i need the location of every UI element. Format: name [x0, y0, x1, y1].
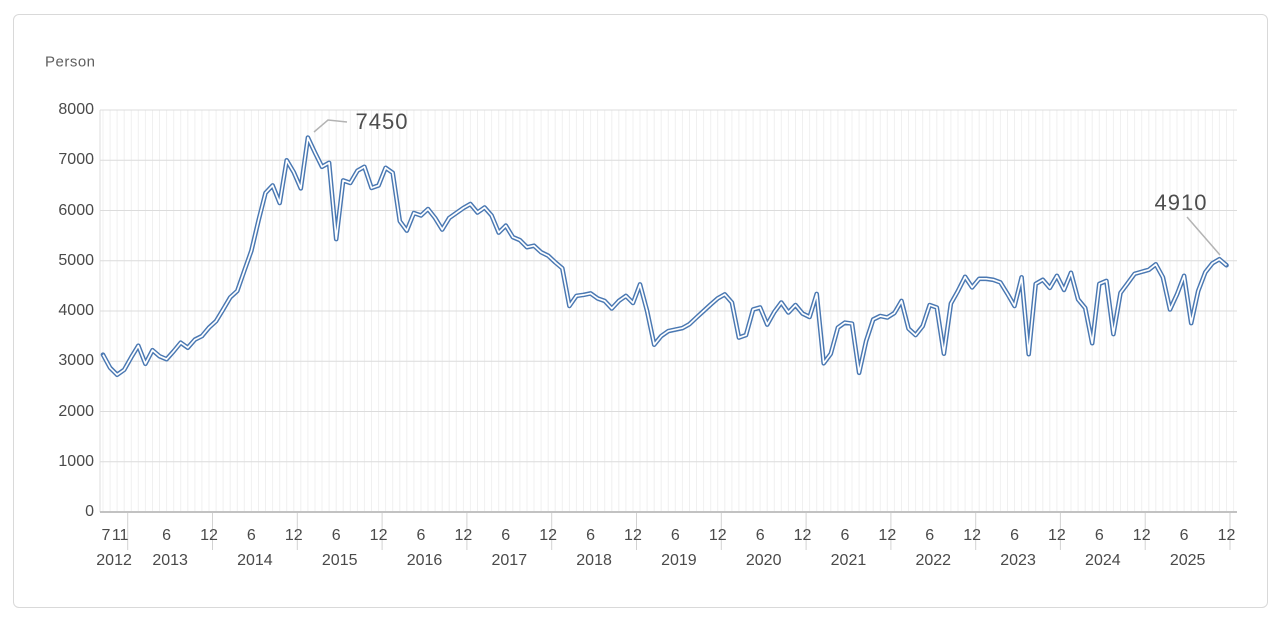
- x-year-label: 2020: [745, 552, 782, 569]
- x-year-label: 2016: [406, 552, 443, 569]
- y-tick-label: 2000: [58, 402, 94, 420]
- x-tick-label: 6: [1010, 527, 1019, 544]
- x-tick-label: 12: [1048, 527, 1066, 544]
- x-tick-label: 6: [1179, 527, 1189, 544]
- x-tick-label: 6: [925, 527, 935, 544]
- x-tick-label: 12: [539, 527, 558, 544]
- x-year-label: 2023: [1000, 552, 1036, 569]
- x-tick-label: 6: [840, 527, 850, 544]
- y-tick-label: 4000: [58, 302, 94, 319]
- x-year-label: 2021: [830, 552, 867, 569]
- x-tick-label: 12: [1132, 527, 1151, 544]
- y-tick-label: 3000: [58, 352, 94, 370]
- x-tick-label: 12: [284, 527, 303, 544]
- peak-annotation: 7450: [355, 109, 409, 134]
- y-tick-label: 7000: [58, 151, 94, 169]
- y-tick-label: 6000: [58, 201, 94, 219]
- y-tick-label: 5000: [58, 251, 94, 269]
- y-tick-label: 1000: [58, 452, 94, 470]
- x-tick-label: 6: [586, 527, 595, 544]
- x-tick-label: 12: [1217, 527, 1236, 544]
- x-tick-label: 12: [624, 527, 642, 544]
- y-tick-label: 0: [85, 503, 94, 520]
- x-tick-label: 6: [331, 527, 341, 544]
- x-tick-label: 12: [454, 527, 473, 544]
- x-tick-label: 12: [878, 527, 897, 544]
- y-axis-unit-label: Person: [45, 53, 96, 71]
- x-tick-label: 7: [101, 527, 111, 544]
- x-tick-label: 12: [708, 527, 727, 544]
- trend-line-core: [102, 136, 1228, 376]
- trend-line: [100, 135, 1229, 378]
- x-tick-label: 6: [416, 527, 426, 544]
- x-year-label: 2013: [152, 552, 188, 569]
- annotation-leader-line: [1186, 216, 1221, 256]
- x-tick-label: 6: [246, 527, 256, 544]
- annotation-leader-line: [313, 119, 348, 133]
- x-tick-label: 12: [369, 527, 388, 544]
- x-year-label: 2019: [661, 552, 697, 569]
- x-tick-label: 6: [670, 527, 680, 544]
- x-year-label: 2022: [915, 552, 952, 569]
- x-tick-label: 12: [963, 527, 982, 544]
- x-year-label: 2012: [96, 552, 132, 569]
- x-tick-label: 12: [793, 527, 812, 544]
- x-tick-label: 6: [1094, 527, 1104, 544]
- x-year-label: 2014: [237, 552, 273, 569]
- x-year-label: 2025: [1169, 552, 1206, 569]
- y-tick-label: 8000: [58, 101, 94, 118]
- x-tick-label: 6: [162, 527, 172, 544]
- x-year-label: 2017: [491, 552, 528, 569]
- x-tick-label: 12: [200, 527, 218, 544]
- latest-annotation: 4910: [1154, 190, 1208, 215]
- x-tick-label: 6: [501, 527, 511, 544]
- x-tick-label: 11: [111, 527, 129, 544]
- x-tick-label: 6: [755, 527, 765, 544]
- x-year-label: 2015: [321, 552, 358, 569]
- x-year-label: 2018: [576, 552, 612, 569]
- x-year-label: 2024: [1085, 552, 1121, 569]
